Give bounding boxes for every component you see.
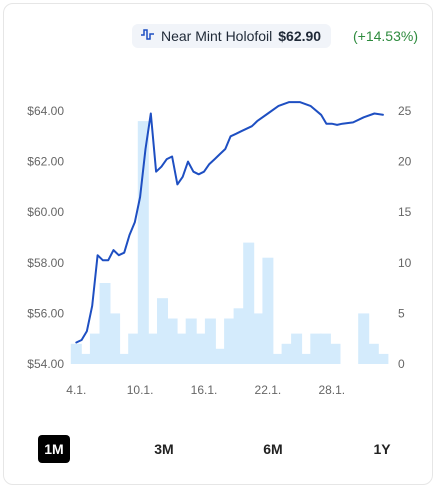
volume-bar: [233, 308, 245, 364]
y-left-tick-label: $64.00: [27, 104, 64, 118]
range-1m-button[interactable]: 1M: [38, 435, 70, 463]
volume-bar: [319, 333, 331, 364]
x-tick-label: 22.1.: [255, 383, 282, 397]
y-right-tick-label: 10: [398, 256, 412, 270]
volume-bar: [118, 353, 130, 364]
volume-bar: [109, 313, 121, 364]
volume-bar: [243, 242, 255, 364]
price-history-card: Near Mint Holofoil $62.90 (+14.53%): [3, 3, 433, 485]
volume-bar: [329, 343, 341, 364]
y-right-tick-label: 0: [398, 357, 405, 371]
y-left-tick-label: $60.00: [27, 205, 64, 219]
x-tick-label: 28.1.: [318, 383, 345, 397]
volume-bar: [272, 353, 283, 364]
volume-bar: [204, 318, 216, 364]
price-chart-icon: [140, 28, 155, 44]
volume-bar: [377, 353, 389, 364]
x-tick-label: 4.1.: [66, 383, 86, 397]
volume-bar: [89, 333, 101, 364]
current-price: $62.90: [278, 28, 322, 44]
volume-bar: [147, 333, 159, 364]
y-right-tick-label: 15: [398, 205, 412, 219]
volume-bar: [224, 318, 236, 364]
volume-bar: [281, 343, 293, 364]
y-left-tick-label: $56.00: [27, 306, 64, 320]
variant-label: Near Mint Holofoil: [161, 28, 273, 44]
price-line: [75, 101, 384, 344]
x-tick-label: 10.1.: [127, 383, 154, 397]
volume-bar: [70, 343, 82, 364]
y-right-tick-label: 20: [398, 155, 412, 169]
x-tick-label: 16.1.: [191, 383, 218, 397]
volume-bar: [252, 313, 264, 364]
y-left-tick-label: $62.00: [27, 155, 64, 169]
range-3m-button[interactable]: 3M: [154, 441, 174, 457]
price-summary: Near Mint Holofoil $62.90: [132, 24, 332, 48]
volume-bar: [358, 313, 370, 364]
y-right-tick-label: 25: [398, 104, 412, 118]
volume-bar: [300, 353, 312, 364]
y-left-tick-label: $54.00: [27, 357, 64, 371]
volume-bar: [99, 283, 111, 364]
volume-bar: [310, 333, 322, 364]
range-6m-button[interactable]: 6M: [263, 441, 283, 457]
volume-bar: [214, 348, 226, 364]
volume-bar: [176, 333, 188, 364]
volume-bar: [80, 353, 92, 364]
volume-bar: [367, 343, 379, 364]
y-left-tick-label: $58.00: [27, 256, 64, 270]
volume-bar: [128, 333, 140, 364]
volume-bar: [157, 298, 168, 364]
volume-bar: [262, 257, 274, 364]
price-chart: $54.00 $56.00 $58.00 $60.00 $62.00 $64.00 0 5 10…: [27, 101, 412, 397]
range-selector: 1M 3M 6M 1Y: [0, 430, 438, 466]
range-1y-button[interactable]: 1Y: [373, 441, 391, 457]
volume-bar: [166, 318, 178, 364]
volume-bar: [137, 121, 149, 364]
price-change: (+14.53%): [353, 28, 418, 44]
volume-bar: [185, 318, 197, 364]
volume-bar: [195, 333, 207, 364]
y-right-tick-label: 5: [398, 306, 405, 320]
volume-bar: [291, 333, 303, 364]
